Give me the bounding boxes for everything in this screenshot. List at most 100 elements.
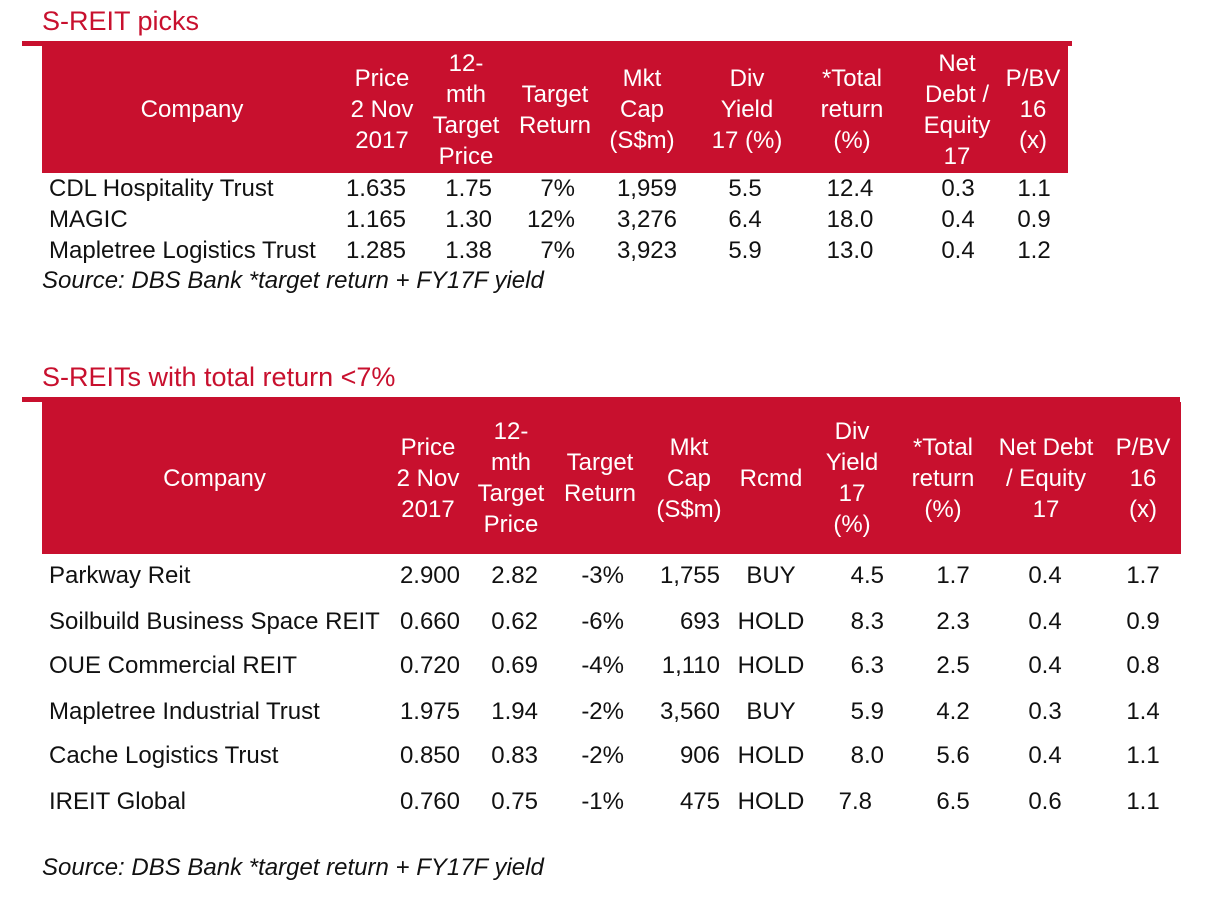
cell-pbv: 1.1 <box>1126 788 1160 815</box>
table1-header: Company Price 2 Nov 2017 12- mth Target … <box>42 46 1068 173</box>
cell-price: 0.850 <box>399 742 460 769</box>
cell-company: IREIT Global <box>49 788 186 815</box>
cell-target-return: -3% <box>581 562 624 589</box>
table1-source-note: Source: DBS Bank *target return + FY17F … <box>42 267 544 294</box>
cell-target-return: -4% <box>581 652 624 679</box>
header-net-debt-equity: Net Debt / Equity 17 <box>998 433 1094 523</box>
cell-company: Soilbuild Business Space REIT <box>49 608 380 635</box>
cell-company: Mapletree Industrial Trust <box>49 698 320 725</box>
cell-total-return: 18.0 <box>826 206 874 233</box>
header-company: Company <box>163 464 266 492</box>
cell-mkt-cap: 906 <box>679 742 720 769</box>
cell-pbv: 1.2 <box>1017 237 1051 264</box>
cell-price: 1.285 <box>345 237 406 264</box>
header-total-return: *Total return (%) <box>911 433 975 523</box>
cell-mkt-cap: 475 <box>679 788 720 815</box>
cell-div-yield: 8.3 <box>850 608 884 635</box>
cell-net-debt: 0.3 <box>1028 698 1062 725</box>
table1-title-rule <box>22 41 1072 46</box>
cell-div-yield: 5.5 <box>728 175 762 202</box>
cell-pbv: 0.9 <box>1017 206 1051 233</box>
cell-price: 0.760 <box>399 788 460 815</box>
table2-title-rule <box>22 397 1180 402</box>
header-target-price: 12- mth Target Price <box>432 49 500 170</box>
cell-target-return: 12% <box>526 206 575 233</box>
cell-net-debt: 0.4 <box>1028 608 1062 635</box>
cell-price: 2.900 <box>399 562 460 589</box>
cell-target-return: -2% <box>581 698 624 725</box>
header-price: Price 2 Nov 2017 <box>350 65 414 154</box>
cell-pbv: 0.8 <box>1126 652 1160 679</box>
header-pbv: P/BV 16 (x) <box>1005 65 1061 154</box>
cell-company: Parkway Reit <box>49 562 191 589</box>
cell-total-return: 6.5 <box>936 788 970 815</box>
cell-target-price: 0.69 <box>491 652 538 679</box>
cell-company: Cache Logistics Trust <box>49 742 279 769</box>
cell-company: MAGIC <box>49 206 128 233</box>
cell-price: 1.635 <box>345 175 406 202</box>
cell-net-debt: 0.4 <box>941 206 975 233</box>
cell-company: CDL Hospitality Trust <box>49 175 274 202</box>
cell-target-return: 7% <box>540 175 575 202</box>
cell-mkt-cap: 3,923 <box>616 237 677 264</box>
table2-source-note: Source: DBS Bank *target return + FY17F … <box>42 854 544 881</box>
header-target-price: 12- mth Target Price <box>477 418 545 538</box>
cell-mkt-cap: 1,959 <box>616 175 677 202</box>
cell-div-yield: 5.9 <box>850 698 884 725</box>
cell-pbv: 1.1 <box>1126 742 1160 769</box>
cell-target-price: 0.62 <box>491 608 538 635</box>
cell-total-return: 2.3 <box>936 608 970 635</box>
header-total-return: *Total return (%) <box>820 65 884 154</box>
cell-target-return: -1% <box>581 788 624 815</box>
table2-header: Company Price 2 Nov 2017 12- mth Target … <box>42 402 1181 554</box>
cell-mkt-cap: 693 <box>679 608 720 635</box>
cell-pbv: 1.7 <box>1126 562 1160 589</box>
table2-title: S-REITs with total return <7% <box>42 362 396 392</box>
cell-div-yield: 6.4 <box>728 206 762 233</box>
header-pbv: P/BV 16 (x) <box>1115 433 1171 523</box>
cell-total-return: 13.0 <box>826 237 874 264</box>
cell-rcmd: BUY <box>746 562 796 589</box>
cell-price: 1.165 <box>345 206 406 233</box>
cell-div-yield: 7.8 <box>838 788 872 815</box>
cell-total-return: 12.4 <box>826 175 874 202</box>
cell-net-debt: 0.6 <box>1028 788 1062 815</box>
header-mkt-cap: Mkt Cap (S$m) <box>609 65 675 154</box>
header-div-yield: Div Yield 17 (%) <box>711 65 783 154</box>
cell-mkt-cap: 3,276 <box>616 206 677 233</box>
cell-target-price: 1.30 <box>445 206 492 233</box>
cell-pbv: 0.9 <box>1126 608 1160 635</box>
cell-pbv: 1.1 <box>1017 175 1051 202</box>
cell-price: 0.720 <box>399 652 460 679</box>
header-mkt-cap: Mkt Cap (S$m) <box>656 433 722 523</box>
cell-div-yield: 6.3 <box>850 652 884 679</box>
cell-total-return: 5.6 <box>936 742 970 769</box>
cell-rcmd: HOLD <box>737 788 805 815</box>
cell-target-return: -6% <box>581 608 624 635</box>
cell-net-debt: 0.4 <box>941 237 975 264</box>
table1-title: S-REIT picks <box>42 6 200 36</box>
header-target-return: Target Return <box>518 80 592 139</box>
cell-net-debt: 0.3 <box>941 175 975 202</box>
cell-target-price: 0.75 <box>491 788 538 815</box>
header-net-debt-equity: Net Debt / Equity 17 <box>923 49 991 170</box>
cell-rcmd: HOLD <box>737 742 805 769</box>
cell-target-price: 1.75 <box>445 175 492 202</box>
cell-company: Mapletree Logistics Trust <box>49 237 316 264</box>
cell-pbv: 1.4 <box>1126 698 1160 725</box>
cell-target-price: 1.94 <box>491 698 538 725</box>
header-div-yield: Div Yield 17 (%) <box>825 418 879 538</box>
cell-target-price: 2.82 <box>491 562 538 589</box>
cell-mkt-cap: 3,560 <box>659 698 720 725</box>
cell-total-return: 1.7 <box>936 562 970 589</box>
cell-total-return: 4.2 <box>936 698 970 725</box>
cell-total-return: 2.5 <box>936 652 970 679</box>
cell-target-price: 0.83 <box>491 742 538 769</box>
cell-net-debt: 0.4 <box>1028 652 1062 679</box>
cell-price: 0.660 <box>399 608 460 635</box>
cell-net-debt: 0.4 <box>1028 562 1062 589</box>
header-price: Price 2 Nov 2017 <box>396 433 460 523</box>
cell-div-yield: 5.9 <box>728 237 762 264</box>
cell-net-debt: 0.4 <box>1028 742 1062 769</box>
cell-target-price: 1.38 <box>445 237 492 264</box>
